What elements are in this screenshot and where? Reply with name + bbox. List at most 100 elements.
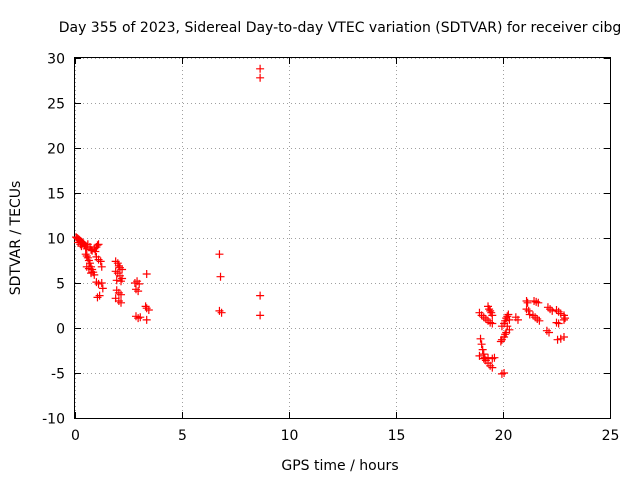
data-point: [479, 354, 488, 363]
data-point: [144, 306, 153, 314]
data-point: [522, 297, 531, 305]
data-point: [476, 334, 485, 343]
data-point: [216, 272, 225, 281]
y-tick-label: 15: [47, 187, 65, 203]
data-point: [93, 293, 102, 302]
data-point: [552, 318, 561, 327]
data-point: [546, 305, 555, 314]
plot-frame: [74, 57, 611, 419]
data-point: [117, 277, 126, 286]
data-point: [561, 314, 570, 323]
data-point: [134, 287, 143, 296]
data-point: [142, 315, 151, 324]
y-tick-label: 10: [47, 232, 65, 248]
data-point: [215, 306, 224, 315]
x-tick-label: 20: [495, 428, 513, 444]
data-point: [98, 284, 107, 293]
data-point: [479, 313, 488, 322]
data-point: [533, 315, 542, 323]
data-point: [97, 262, 106, 271]
data-point: [523, 298, 532, 307]
y-tick-label: 5: [56, 277, 65, 293]
data-point: [142, 304, 151, 313]
data-point: [256, 73, 265, 82]
data-point: [548, 306, 557, 315]
data-point: [118, 265, 127, 274]
data-point: [554, 307, 563, 316]
data-point: [215, 250, 224, 259]
data-point: [93, 241, 102, 250]
data-point: [130, 279, 139, 287]
y-axis-label: SDTVAR / TECUs: [8, 181, 24, 296]
x-axis-label: GPS time / hours: [281, 458, 398, 474]
data-point: [496, 337, 505, 346]
data-point: [542, 326, 551, 335]
data-point: [94, 240, 103, 249]
data-point: [505, 315, 514, 324]
data-point: [134, 314, 143, 323]
y-tick-label: -10: [42, 412, 65, 428]
data-point: [82, 252, 91, 260]
data-point: [112, 276, 121, 285]
data-point: [490, 353, 499, 362]
grid-lines: [75, 58, 611, 419]
axis-ticks: [75, 58, 611, 419]
x-tick-label: 5: [178, 428, 187, 444]
data-point: [486, 318, 495, 327]
data-point: [84, 264, 93, 273]
data-point: [256, 311, 265, 320]
data-point: [488, 363, 497, 372]
data-point: [503, 312, 512, 321]
data-point: [256, 291, 265, 300]
data-point: [535, 316, 544, 325]
data-point: [534, 298, 543, 307]
data-point: [92, 278, 101, 287]
data-points: [72, 64, 570, 378]
x-tick-label: 25: [602, 428, 620, 444]
data-point: [524, 306, 533, 315]
data-point: [97, 279, 106, 287]
data-point: [545, 328, 554, 337]
y-tick-label: 25: [47, 97, 65, 113]
data-point: [488, 319, 497, 328]
data-point: [501, 330, 510, 339]
y-axis-tick-labels: -10 -5 0 5 10 15 20 25 30: [42, 52, 65, 428]
data-point: [505, 325, 514, 334]
data-point: [91, 247, 100, 256]
y-tick-label: -5: [51, 367, 65, 383]
data-point: [559, 315, 568, 324]
data-point: [559, 333, 568, 341]
data-point: [477, 340, 486, 349]
chart-title: Day 355 of 2023, Sidereal Day-to-day VTE…: [59, 20, 622, 36]
data-point: [478, 345, 487, 354]
y-tick-label: 20: [47, 142, 65, 158]
data-point: [513, 315, 522, 324]
data-point: [256, 64, 265, 73]
x-axis-tick-labels: 0 5 10 15 20 25: [71, 428, 619, 444]
data-point: [475, 351, 484, 360]
data-point: [486, 306, 495, 315]
data-point: [481, 315, 490, 323]
data-point: [504, 310, 513, 319]
data-point: [96, 257, 105, 266]
y-tick-label: 30: [47, 52, 65, 68]
data-point: [500, 369, 509, 377]
data-point: [217, 308, 226, 317]
data-point: [532, 297, 541, 306]
data-point: [117, 298, 126, 307]
data-point: [76, 240, 85, 249]
data-point: [530, 297, 539, 305]
data-point: [543, 303, 552, 312]
data-point: [554, 319, 563, 328]
data-point: [497, 369, 506, 378]
data-point: [135, 279, 144, 288]
data-point: [117, 290, 126, 299]
x-tick-label: 10: [281, 428, 299, 444]
y-tick-label: 0: [56, 322, 65, 338]
x-tick-label: 0: [71, 428, 80, 444]
data-point: [131, 312, 140, 321]
data-point: [95, 291, 104, 300]
data-point: [87, 269, 96, 278]
data-point: [136, 313, 145, 322]
